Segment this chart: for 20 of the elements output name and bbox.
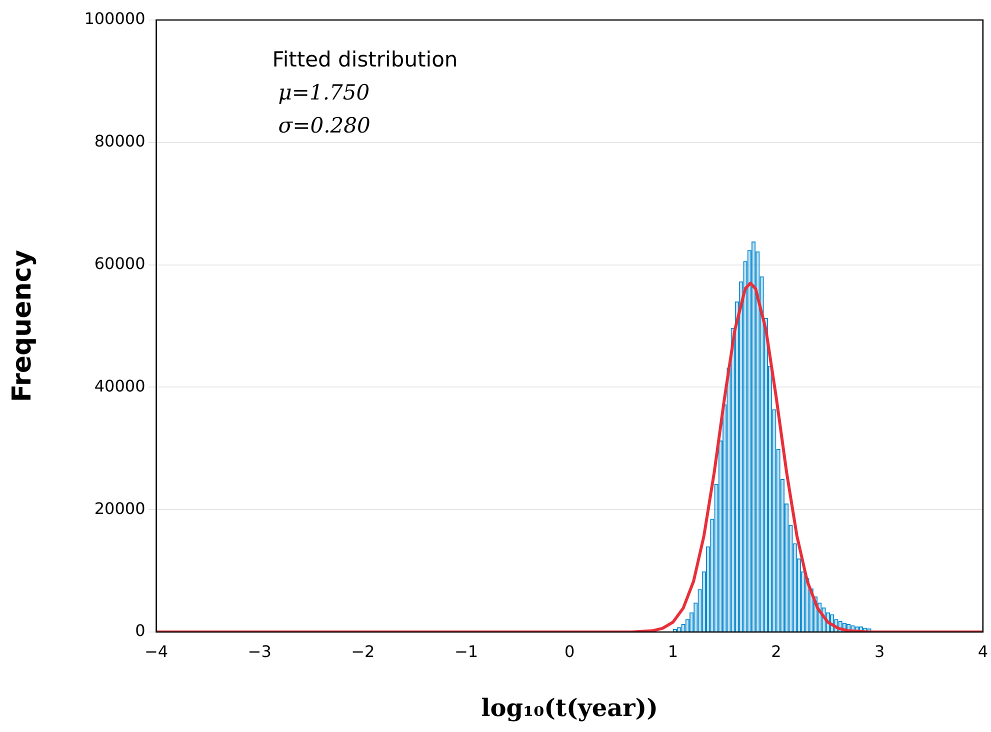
x-tick-label: −4 [144, 642, 168, 661]
annotation: μ=1.750 [278, 80, 370, 104]
y-tick-label: 60000 [94, 254, 146, 273]
x-tick-label: −2 [351, 642, 375, 661]
x-tick-label: 4 [978, 642, 988, 661]
y-tick-label: 0 [135, 621, 146, 640]
annotation: σ=0.280 [278, 113, 370, 138]
x-tick-label: 0 [564, 642, 575, 661]
annotation: Fitted distribution [272, 47, 458, 72]
x-tick-label: −1 [454, 642, 478, 661]
y-axis-title: Frequency [7, 250, 38, 402]
x-tick-label: 3 [874, 642, 885, 661]
x-tick-label: 2 [771, 642, 782, 661]
y-tick-label: 40000 [94, 376, 146, 396]
y-tick-label: 20000 [94, 498, 146, 518]
x-tick-label: −3 [248, 642, 272, 661]
y-tick-label: 80000 [94, 132, 146, 151]
x-axis-title: log₁₀(t(year)) [481, 692, 658, 722]
x-tick-label: 1 [668, 642, 678, 661]
y-tick-label: 100000 [84, 9, 146, 28]
